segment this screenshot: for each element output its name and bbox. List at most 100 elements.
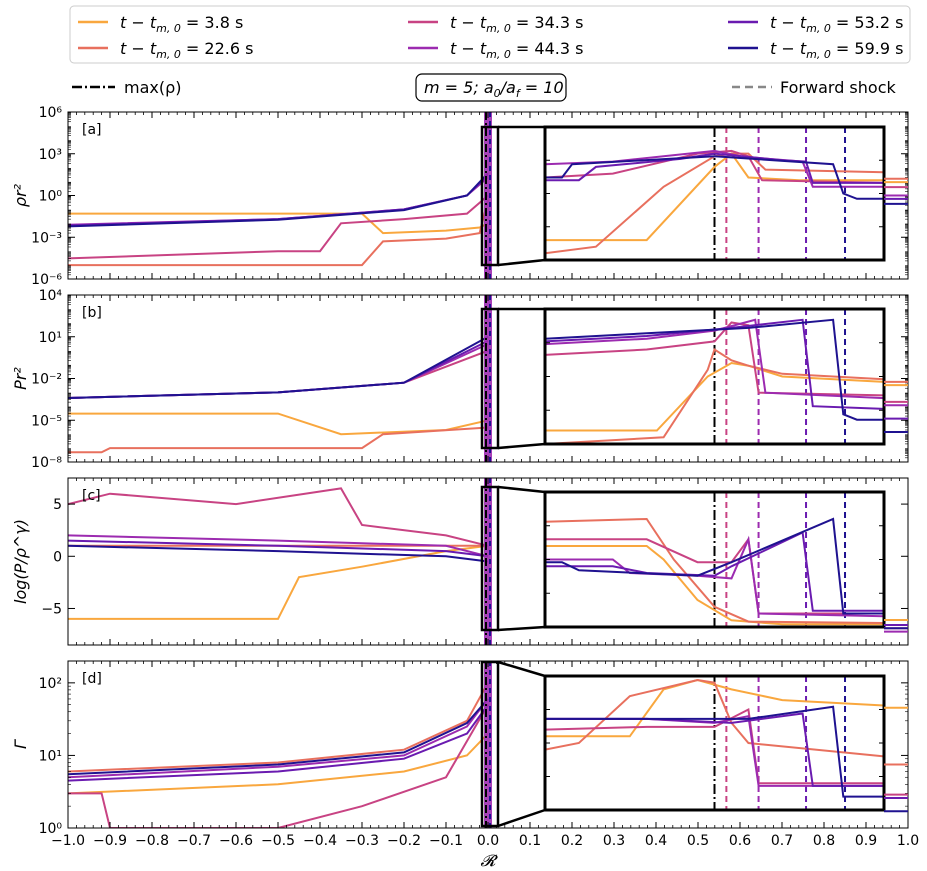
inset-4 — [543, 674, 886, 812]
y-tick-label: −5 — [41, 601, 62, 617]
params-box — [415, 73, 567, 102]
y-axis-label: log(P/ρ^γ) — [11, 519, 30, 604]
series-line-34.3s — [68, 194, 489, 260]
inset-3 — [543, 490, 886, 629]
inset-series-line — [545, 678, 884, 758]
y-tick-label: 10⁰ — [39, 821, 63, 837]
y-tick-label: 10⁻² — [31, 372, 62, 388]
inset-2 — [543, 307, 886, 446]
y-tick-label: 10⁻⁸ — [31, 455, 62, 471]
zoom-connector — [497, 625, 546, 632]
zoom-connector — [497, 258, 546, 267]
x-tick-label: −0.2 — [387, 833, 421, 849]
legend-label: t − tm, 0 = 22.6 s — [120, 39, 253, 61]
series-line-34.3s — [68, 349, 489, 399]
zoom-connector — [497, 808, 546, 828]
series-line-59.9s — [68, 544, 489, 563]
x-tick-label: −0.4 — [303, 833, 337, 849]
zoom-connector — [497, 485, 546, 494]
inset-series-line — [545, 318, 884, 400]
panel-2: 10⁻⁸ 10⁻⁵ 10⁻² 10¹ 10⁴ [b] Pr² — [11, 288, 909, 471]
series-line-59.9s — [68, 698, 489, 776]
series-line-22.6s — [68, 426, 489, 454]
shock-band — [484, 661, 492, 828]
panels: 10⁻⁶ 10⁻³ 10⁰ 10³ 10⁶ [a] ρr² 10⁻⁸ 10⁻⁵ 10⁻² 10¹ 10… — [11, 105, 919, 849]
zoom-connector — [497, 442, 546, 450]
y-tick-label: 10⁻⁶ — [31, 272, 62, 288]
x-tick-label: 0.3 — [603, 833, 625, 849]
series-line-59.9s — [68, 172, 489, 228]
x-tick-label: 0.1 — [519, 833, 541, 849]
y-tick-label: 10⁻³ — [31, 230, 62, 246]
series-line-53.2s — [68, 539, 489, 558]
inset-series-line — [545, 531, 884, 612]
x-tick-label: −0.7 — [177, 833, 211, 849]
inset-series-line — [545, 318, 884, 421]
inset-series-line — [545, 347, 884, 444]
params-label: m = 5; a0/af = 10 — [424, 78, 564, 100]
panel-3: −5 0 5 [c] log(P/ρ^γ) — [11, 477, 909, 646]
panel-tag: [d] — [82, 671, 102, 687]
inset-series-line — [545, 155, 884, 200]
legend-label: t − tm, 0 = 34.3 s — [450, 13, 583, 35]
shock-band — [484, 295, 492, 462]
legend-label: t − tm, 0 = 44.3 s — [450, 39, 583, 61]
inset-1 — [543, 125, 886, 262]
x-tick-label: −0.3 — [345, 833, 379, 849]
x-tick-label: 0.2 — [561, 833, 583, 849]
y-tick-label: 10⁻⁵ — [31, 413, 62, 429]
panel-tag: [a] — [82, 122, 102, 138]
y-axis-label: ρr² — [11, 183, 30, 207]
x-tick-label: −0.1 — [429, 833, 463, 849]
x-tick-label: 0.9 — [855, 833, 877, 849]
y-axis-label: Pr² — [11, 367, 30, 390]
x-tick-label: 1.0 — [897, 833, 919, 849]
series-line-53.2s — [68, 340, 489, 399]
y-tick-label: 0 — [53, 549, 62, 565]
panel-4: −1.0 −0.9 −0.8 −0.7 −0.6 −0.5 −0.4 −0.3 −0.2 −0.1… — [11, 660, 919, 849]
inset-series-line — [545, 705, 884, 798]
series-line-59.9s — [68, 335, 489, 399]
inset-series-line — [545, 517, 884, 615]
zoom-connector — [497, 660, 546, 678]
y-tick-label: 10¹ — [39, 330, 62, 346]
series-line-3.8s — [68, 732, 489, 795]
zoom-source-box — [480, 125, 500, 267]
y-tick-label: 10² — [39, 676, 62, 692]
x-tick-label: −1.0 — [51, 833, 85, 849]
x-tick-label: 0.5 — [687, 833, 709, 849]
x-tick-label: −0.5 — [261, 833, 295, 849]
zoom-source-box — [480, 660, 500, 828]
series-line-3.8s — [68, 544, 489, 620]
maxrho-legend-label: max(ρ) — [124, 78, 182, 97]
y-tick-label: 10³ — [39, 147, 62, 163]
x-tick-label: 0.6 — [729, 833, 751, 849]
legend-label: t − tm, 0 = 3.8 s — [120, 13, 243, 35]
series-line-22.6s — [68, 682, 489, 773]
series-line-34.3s — [68, 487, 489, 547]
inset-series-line — [545, 318, 884, 410]
y-axis-label: Γ — [11, 739, 30, 749]
shock-band — [484, 478, 492, 645]
x-tick-label: 0.0 — [477, 833, 499, 849]
fshock-legend-label: Forward shock — [780, 78, 896, 97]
y-tick-label: 10⁴ — [39, 288, 63, 304]
x-tick-label: −0.9 — [93, 833, 127, 849]
series-line-44.3s — [68, 698, 489, 779]
shock-band — [484, 112, 492, 279]
legend-box — [69, 5, 911, 64]
legend-label: t − tm, 0 = 59.9 s — [770, 39, 903, 61]
x-tick-label: 0.8 — [813, 833, 835, 849]
series-line-3.8s — [68, 412, 489, 436]
legend-entries: t − tm, 0 = 3.8 s t − tm, 0 = 22.6 s t − t… — [78, 13, 903, 61]
y-tick-label: 10⁰ — [39, 189, 63, 205]
y-tick-label: 10⁶ — [39, 105, 63, 121]
x-axis-label: 𝓡 — [481, 851, 499, 870]
x-tick-label: −0.8 — [135, 833, 169, 849]
series-line-53.2s — [68, 704, 489, 782]
y-tick-label: 5 — [53, 497, 62, 513]
panel-1: 10⁻⁶ 10⁻³ 10⁰ 10³ 10⁶ [a] ρr² — [11, 105, 909, 288]
y-tick-label: 10¹ — [39, 748, 62, 764]
inset-series-line — [545, 321, 884, 397]
